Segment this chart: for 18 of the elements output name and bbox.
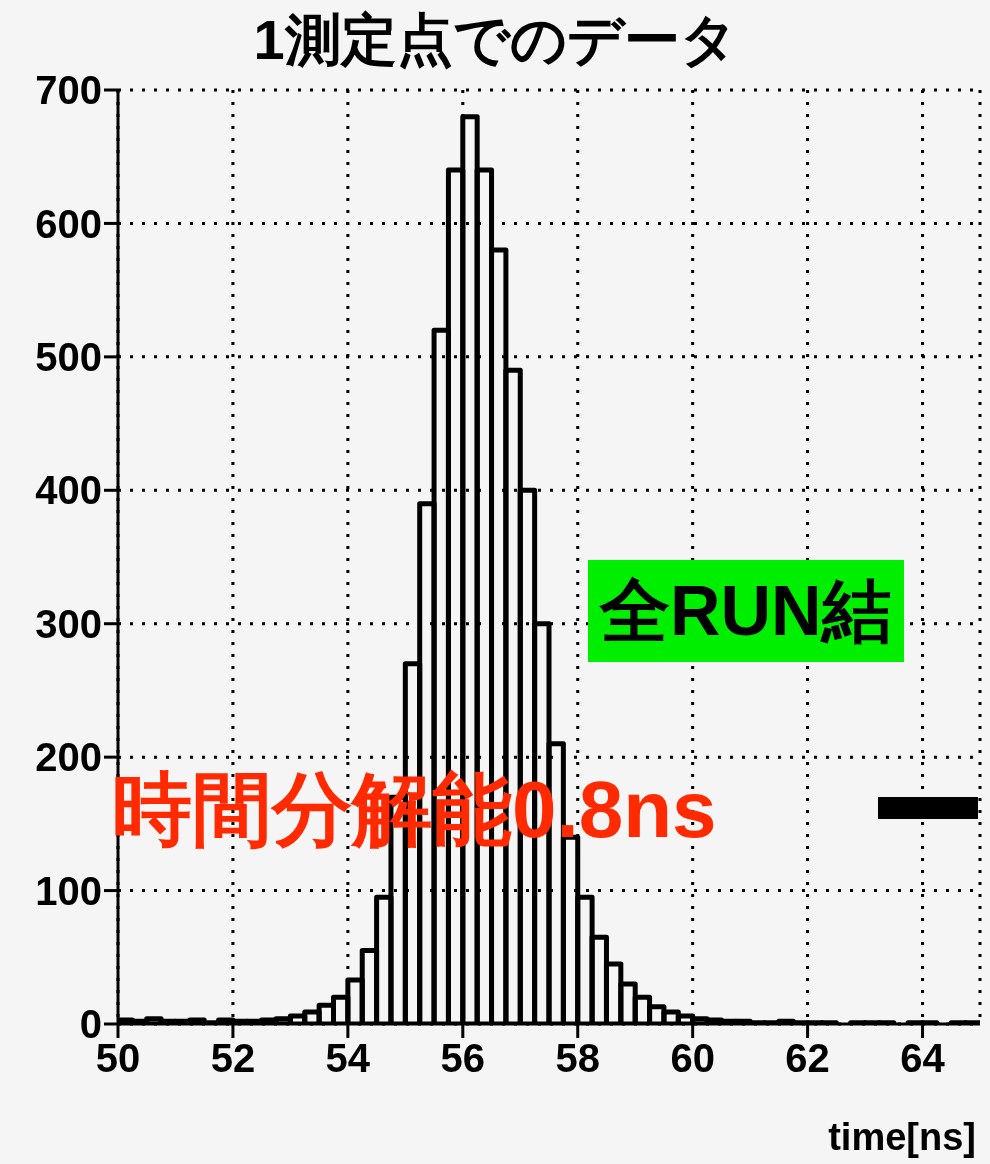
chart-title: 1測定点でのデータ	[253, 8, 737, 71]
y-tick-label: 500	[35, 335, 102, 380]
x-axis-title: time[ns]	[828, 1116, 976, 1158]
x-tick-label: 54	[325, 1036, 371, 1081]
x-tick-label: 62	[785, 1036, 830, 1081]
y-tick-label: 600	[35, 201, 102, 246]
y-tick-label: 300	[35, 601, 102, 646]
y-tick-label: 400	[35, 468, 102, 513]
y-tick-label: 200	[35, 735, 102, 780]
y-tick-label: 700	[35, 68, 102, 113]
y-tick-label: 100	[35, 868, 102, 913]
x-tick-label: 60	[670, 1036, 715, 1081]
x-tick-label: 52	[210, 1036, 256, 1081]
x-tick-label: 50	[95, 1036, 141, 1081]
annotation: 全RUN結	[588, 560, 904, 662]
x-tick-label: 64	[900, 1036, 946, 1081]
x-tick-label: 58	[555, 1036, 600, 1081]
x-tick-label: 56	[440, 1036, 486, 1081]
